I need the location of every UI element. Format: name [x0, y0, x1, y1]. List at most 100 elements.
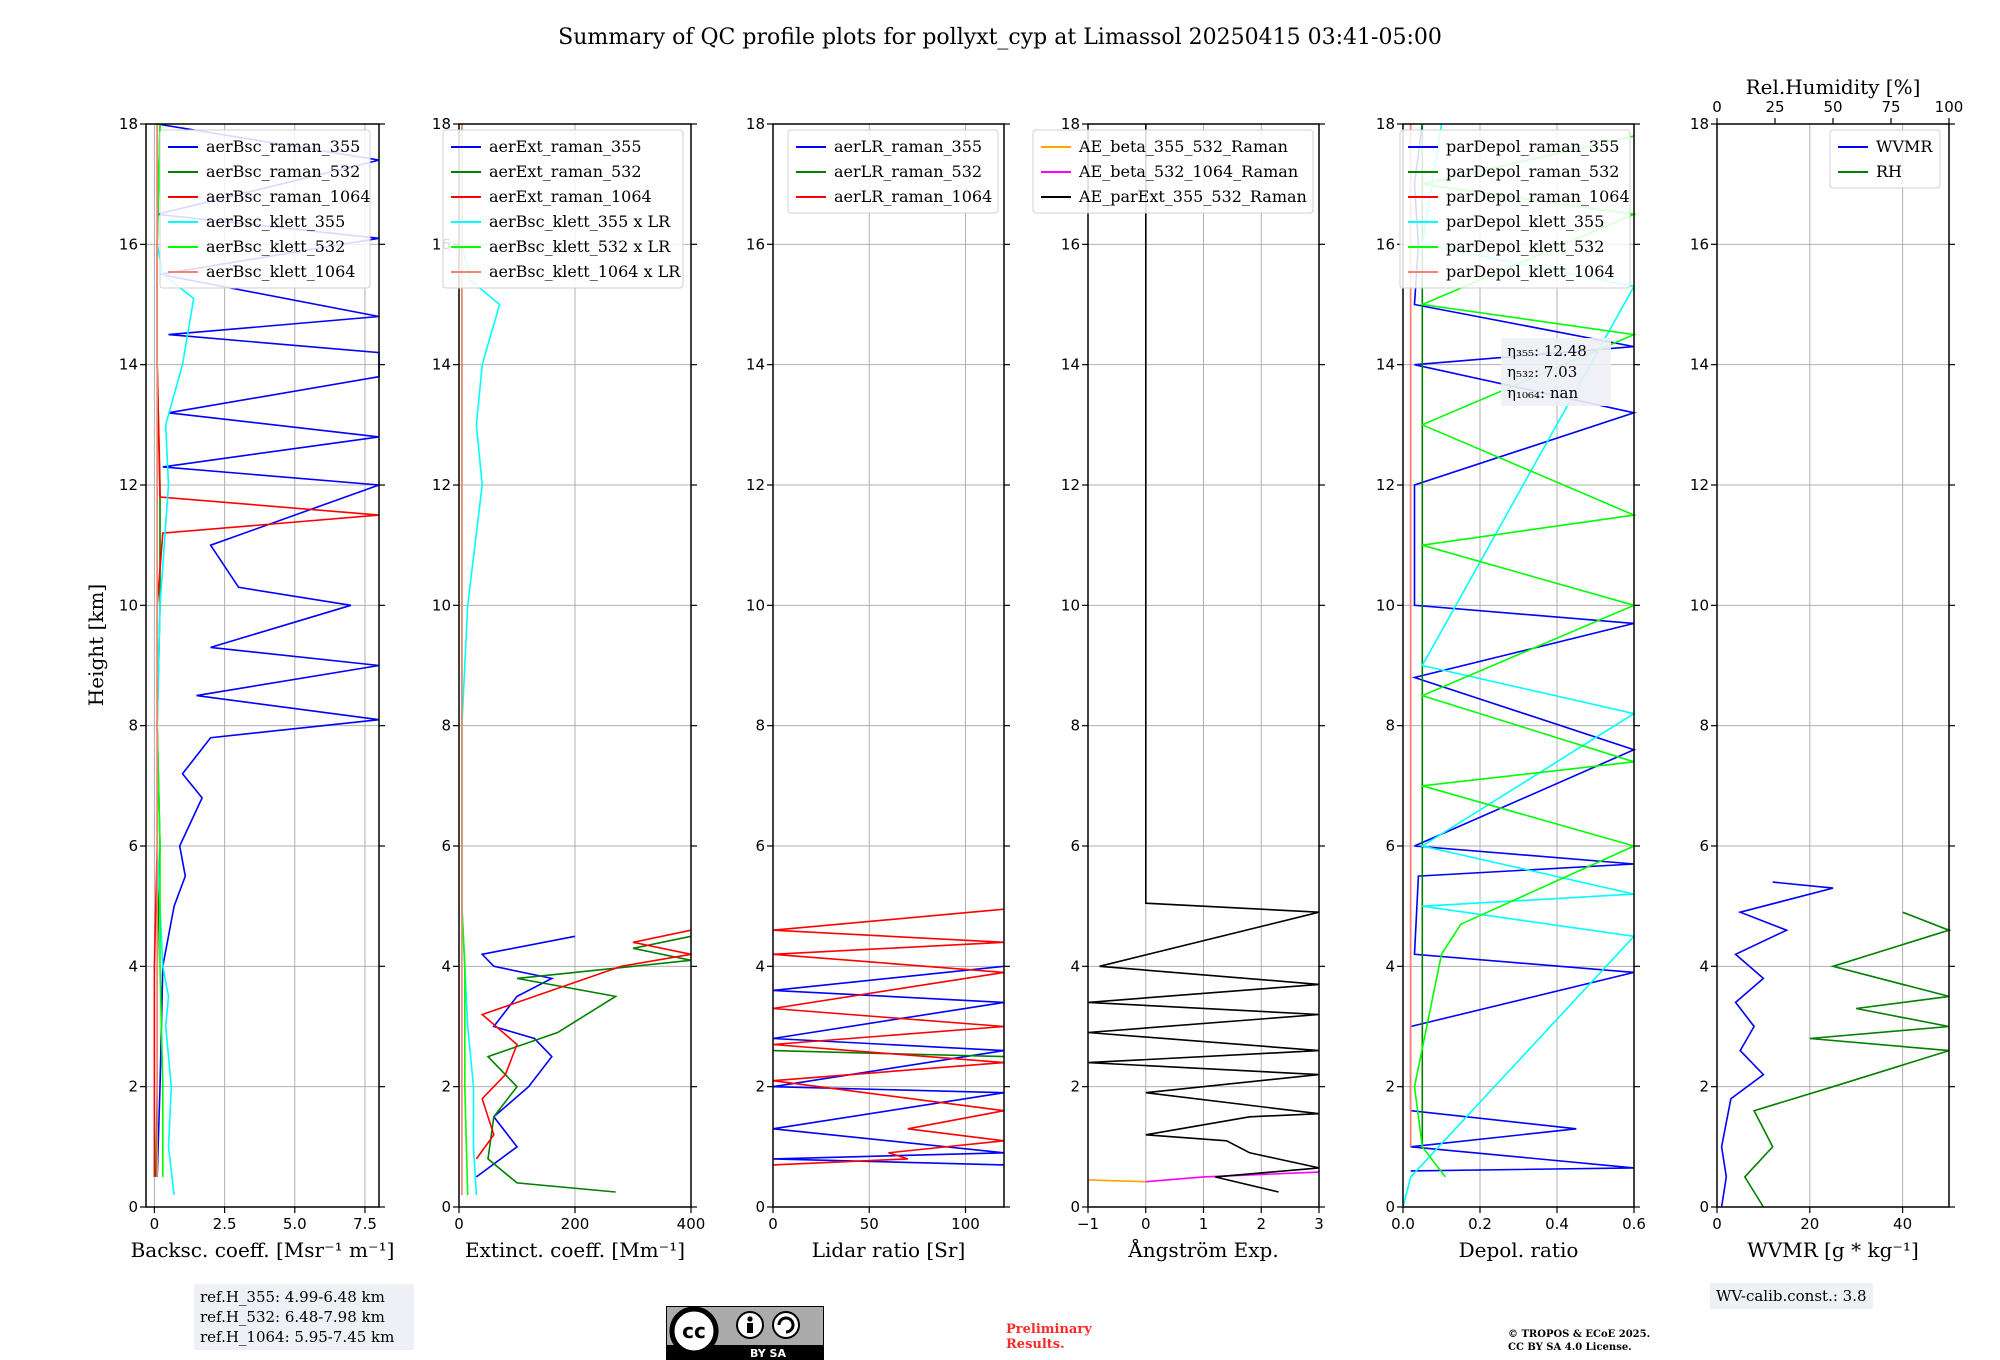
y-tick-label: 6: [128, 837, 138, 855]
y-tick-label: 16: [1376, 235, 1395, 253]
copyright-line-1: © TROPOS & ECoE 2025.: [1508, 1329, 1651, 1340]
y-tick-label: 10: [746, 596, 765, 614]
attribution-head: [747, 1316, 753, 1322]
preliminary-line-1: Preliminary: [1006, 1322, 1092, 1337]
y-tick-label: 6: [755, 837, 765, 855]
y-tick-label: 4: [128, 957, 138, 975]
x-tick-label: 20: [1800, 1215, 1819, 1233]
y-tick-label: 14: [119, 356, 138, 374]
x-tick-label: −1: [1077, 1215, 1099, 1233]
panel-depolarization: 0.0 0.2 0.4 0.6 0 2 4 6 8 10 12 14 16 18 Depol. ratio p…: [1376, 115, 1646, 1262]
eta-annotation: η₅₃₂: 7.03: [1507, 363, 1577, 381]
x-tick-label: 0: [768, 1215, 778, 1233]
legend-box: [1032, 129, 1314, 214]
x-tick-label: 0.0: [1391, 1215, 1415, 1233]
y-tick-label: 8: [1385, 717, 1395, 735]
legend-entry: aerExt_raman_355: [489, 137, 642, 156]
x-axis-label: Ångström Exp.: [1127, 1237, 1278, 1262]
series-line-ae-beta-532-1064-raman: [1145, 1171, 1320, 1183]
y-tick-label: 12: [432, 476, 451, 494]
y-tick-label: 0: [1070, 1198, 1080, 1216]
y-tick-label: 2: [755, 1078, 765, 1096]
y-tick-label: 16: [1690, 235, 1709, 253]
cc-logo-icon: [669, 1306, 719, 1356]
y-tick-label: 6: [1070, 837, 1080, 855]
x-axis-label: Backsc. coeff. [Msr⁻¹ m⁻¹]: [131, 1238, 395, 1262]
y-tick-label: 6: [1385, 837, 1395, 855]
y-tick-label: 12: [746, 476, 765, 494]
y-tick-label: 8: [441, 717, 451, 735]
copyright-note: © TROPOS & ECoE 2025. CC BY SA 4.0 Licen…: [1508, 1328, 1650, 1354]
x-axis-label: Extinct. coeff. [Mm⁻¹]: [465, 1238, 685, 1262]
share-alike-arc: [777, 1316, 795, 1334]
y-tick-label: 18: [119, 115, 138, 133]
top-x-tick-label: 100: [1935, 98, 1964, 116]
series-line-aerext-raman-1064: [475, 929, 692, 1160]
ref-height-532: ref.H_532: 6.48-7.98 km: [200, 1308, 385, 1326]
legend-entry: aerBsc_klett_1064: [206, 262, 355, 281]
y-tick-label: 10: [1376, 596, 1395, 614]
legend-entry: aerExt_raman_1064: [489, 187, 652, 206]
legend-entry: aerBsc_klett_355: [206, 212, 345, 231]
legend-entry: aerLR_raman_532: [834, 162, 982, 181]
preliminary-line-2: Results.: [1006, 1337, 1065, 1352]
legend-entry: aerBsc_klett_532 x LR: [489, 237, 671, 256]
x-tick-label: 40: [1893, 1215, 1912, 1233]
legend-entry: AE_beta_532_1064_Raman: [1078, 162, 1298, 181]
y-tick-label: 14: [1690, 356, 1709, 374]
y-tick-label: 18: [1061, 115, 1080, 133]
y-tick-label: 14: [746, 356, 765, 374]
y-tick-label: 14: [1376, 356, 1395, 374]
y-tick-label: 8: [128, 717, 138, 735]
eta-annotation-box: [1501, 338, 1611, 406]
x-tick-label: 0.6: [1622, 1215, 1646, 1233]
eta-annotation: η₃₅₅: 12.48: [1507, 342, 1587, 360]
x-tick-label: 2: [1256, 1215, 1266, 1233]
top-x-tick-label: 25: [1765, 98, 1784, 116]
y-tick-label: 2: [128, 1078, 138, 1096]
preliminary-results-note: Preliminary Results.: [1006, 1322, 1092, 1352]
axes-frame: [1716, 123, 1950, 1208]
y-tick-label: 4: [441, 957, 451, 975]
cc-logo-letters: cc: [682, 1319, 706, 1343]
y-tick-label: 18: [746, 115, 765, 133]
y-tick-label: 16: [119, 235, 138, 253]
y-tick-label: 10: [1690, 596, 1709, 614]
series-line-rh: [1743, 911, 1952, 1208]
panel-water_vapor: 0 20 40 0 2 4 6 8 10 12 14 16 18 WVMR [g * kg⁻¹] 0 25 50…: [1690, 75, 1963, 1262]
x-tick-label: 1: [1199, 1215, 1209, 1233]
top-x-tick-label: 75: [1881, 98, 1900, 116]
legend-entry: RH: [1876, 162, 1902, 181]
legend-box: [1399, 129, 1631, 289]
y-tick-label: 0: [755, 1198, 765, 1216]
y-tick-label: 18: [432, 115, 451, 133]
top-x-tick-label: 0: [1712, 98, 1722, 116]
x-tick-label: 200: [561, 1215, 590, 1233]
series-line-ae-parext-355-532-raman: [1087, 124, 1320, 1193]
legend-entry: aerBsc_klett_355 x LR: [489, 212, 671, 231]
legend-entry: parDepol_raman_355: [1446, 137, 1619, 156]
y-tick-label: 0: [128, 1198, 138, 1216]
y-tick-label: 0: [1385, 1198, 1395, 1216]
y-tick-label: 16: [746, 235, 765, 253]
legend-box: [159, 129, 371, 289]
ref-height-355: ref.H_355: 4.99-6.48 km: [200, 1288, 385, 1306]
x-tick-label: 100: [951, 1215, 980, 1233]
y-tick-label: 12: [1061, 476, 1080, 494]
y-tick-label: 8: [755, 717, 765, 735]
legend-entry: aerExt_raman_532: [489, 162, 642, 181]
legend-box: [442, 129, 684, 289]
x-axis-label: WVMR [g * kg⁻¹]: [1747, 1238, 1919, 1262]
y-tick-label: 4: [1385, 957, 1395, 975]
legend-entry: aerBsc_raman_1064: [206, 187, 371, 206]
legend-entry: aerBsc_klett_1064 x LR: [489, 262, 681, 281]
legend-entry: AE_beta_355_532_Raman: [1078, 137, 1288, 156]
series-line-aerext-raman-355: [475, 935, 576, 1178]
legend-entry: aerLR_raman_355: [834, 137, 982, 156]
top-x-tick-label: 50: [1823, 98, 1842, 116]
x-tick-label: 0.4: [1545, 1215, 1569, 1233]
panel-backscatter: 0 2.5 5.0 7.5 0 2 4 6 8 10 12 14 16 18 Backsc. coeff. …: [119, 115, 394, 1262]
